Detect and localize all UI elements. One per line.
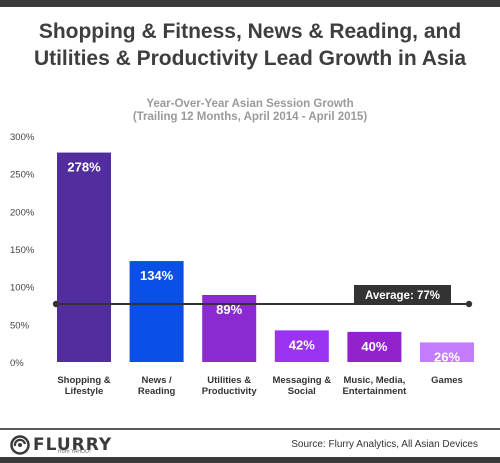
y-tick-label: 0% bbox=[10, 358, 24, 369]
bar-chart: Year-Over-Year Asian Session Growth (Tra… bbox=[10, 98, 474, 397]
x-tick-label: Utilities & bbox=[207, 375, 251, 386]
flurry-logo: FLURRY bbox=[10, 434, 112, 456]
average-label-box bbox=[354, 284, 451, 304]
page-title: Shopping & Fitness, News & Reading, and … bbox=[0, 18, 500, 72]
chart-subtitle: (Trailing 12 Months, April 2014 - April … bbox=[133, 111, 367, 123]
bars: 278% 134% 89% 42% 40% 26% bbox=[57, 152, 474, 364]
x-tick-label: Messaging & bbox=[272, 375, 331, 386]
x-tick-label: Music, Media, bbox=[344, 375, 406, 386]
bar-value-label: 278% bbox=[67, 160, 101, 175]
footer: FLURRY from YAHOO! Source: Flurry Analyt… bbox=[0, 428, 500, 463]
bar bbox=[202, 294, 257, 362]
bar bbox=[347, 331, 402, 362]
bar-value-label: 42% bbox=[289, 337, 315, 352]
title-line-2: Utilities & Productivity Lead Growth in … bbox=[33, 47, 467, 70]
average-line-end-dot bbox=[465, 300, 473, 308]
source-note: Source: Flurry Analytics, All Asian Devi… bbox=[291, 439, 478, 450]
x-tick-label: Shopping & bbox=[57, 375, 110, 386]
bar bbox=[57, 152, 111, 362]
y-tick-label: 100% bbox=[10, 283, 35, 294]
y-axis: 0% 50% 100% 150% 200% 250% 300% bbox=[10, 132, 35, 369]
bar bbox=[274, 330, 329, 362]
logo-text: FLURRY bbox=[33, 435, 113, 455]
footer-bottom-bar bbox=[0, 457, 500, 463]
bar bbox=[129, 261, 184, 362]
bar-value-label: 40% bbox=[361, 339, 387, 354]
x-tick-label: Lifestyle bbox=[65, 386, 104, 397]
y-tick-label: 250% bbox=[10, 170, 35, 181]
x-tick-label: Productivity bbox=[202, 386, 258, 397]
logo-subtext: from YAHOO! bbox=[58, 449, 91, 455]
x-tick-label: News / bbox=[142, 375, 172, 386]
average-label: Average: 77% bbox=[365, 290, 440, 302]
x-tick-label: Social bbox=[288, 386, 316, 397]
x-tick-label: Games bbox=[431, 375, 463, 386]
bar-value-label: 26% bbox=[434, 349, 460, 364]
y-tick-label: 200% bbox=[10, 207, 35, 218]
bar-value-label: 134% bbox=[140, 268, 174, 283]
y-tick-label: 50% bbox=[10, 320, 30, 331]
average-line-start-dot bbox=[52, 300, 60, 308]
x-tick-label: Reading bbox=[138, 386, 176, 397]
average-line-group: Average: 77% bbox=[52, 284, 473, 308]
chart-title: Year-Over-Year Asian Session Growth bbox=[146, 98, 353, 110]
top-bar bbox=[0, 0, 500, 7]
bar bbox=[420, 342, 474, 362]
title-line-1: Shopping & Fitness, News & Reading, and bbox=[38, 20, 462, 43]
x-tick-label: Entertainment bbox=[342, 386, 407, 397]
y-tick-label: 300% bbox=[10, 132, 35, 143]
y-tick-label: 150% bbox=[10, 245, 35, 256]
bar-value-label: 89% bbox=[216, 302, 242, 317]
flurry-swirl-icon bbox=[10, 435, 30, 455]
x-axis: Shopping &Lifestyle News /Reading Utilitie… bbox=[57, 375, 462, 397]
footer-rule bbox=[0, 428, 500, 430]
